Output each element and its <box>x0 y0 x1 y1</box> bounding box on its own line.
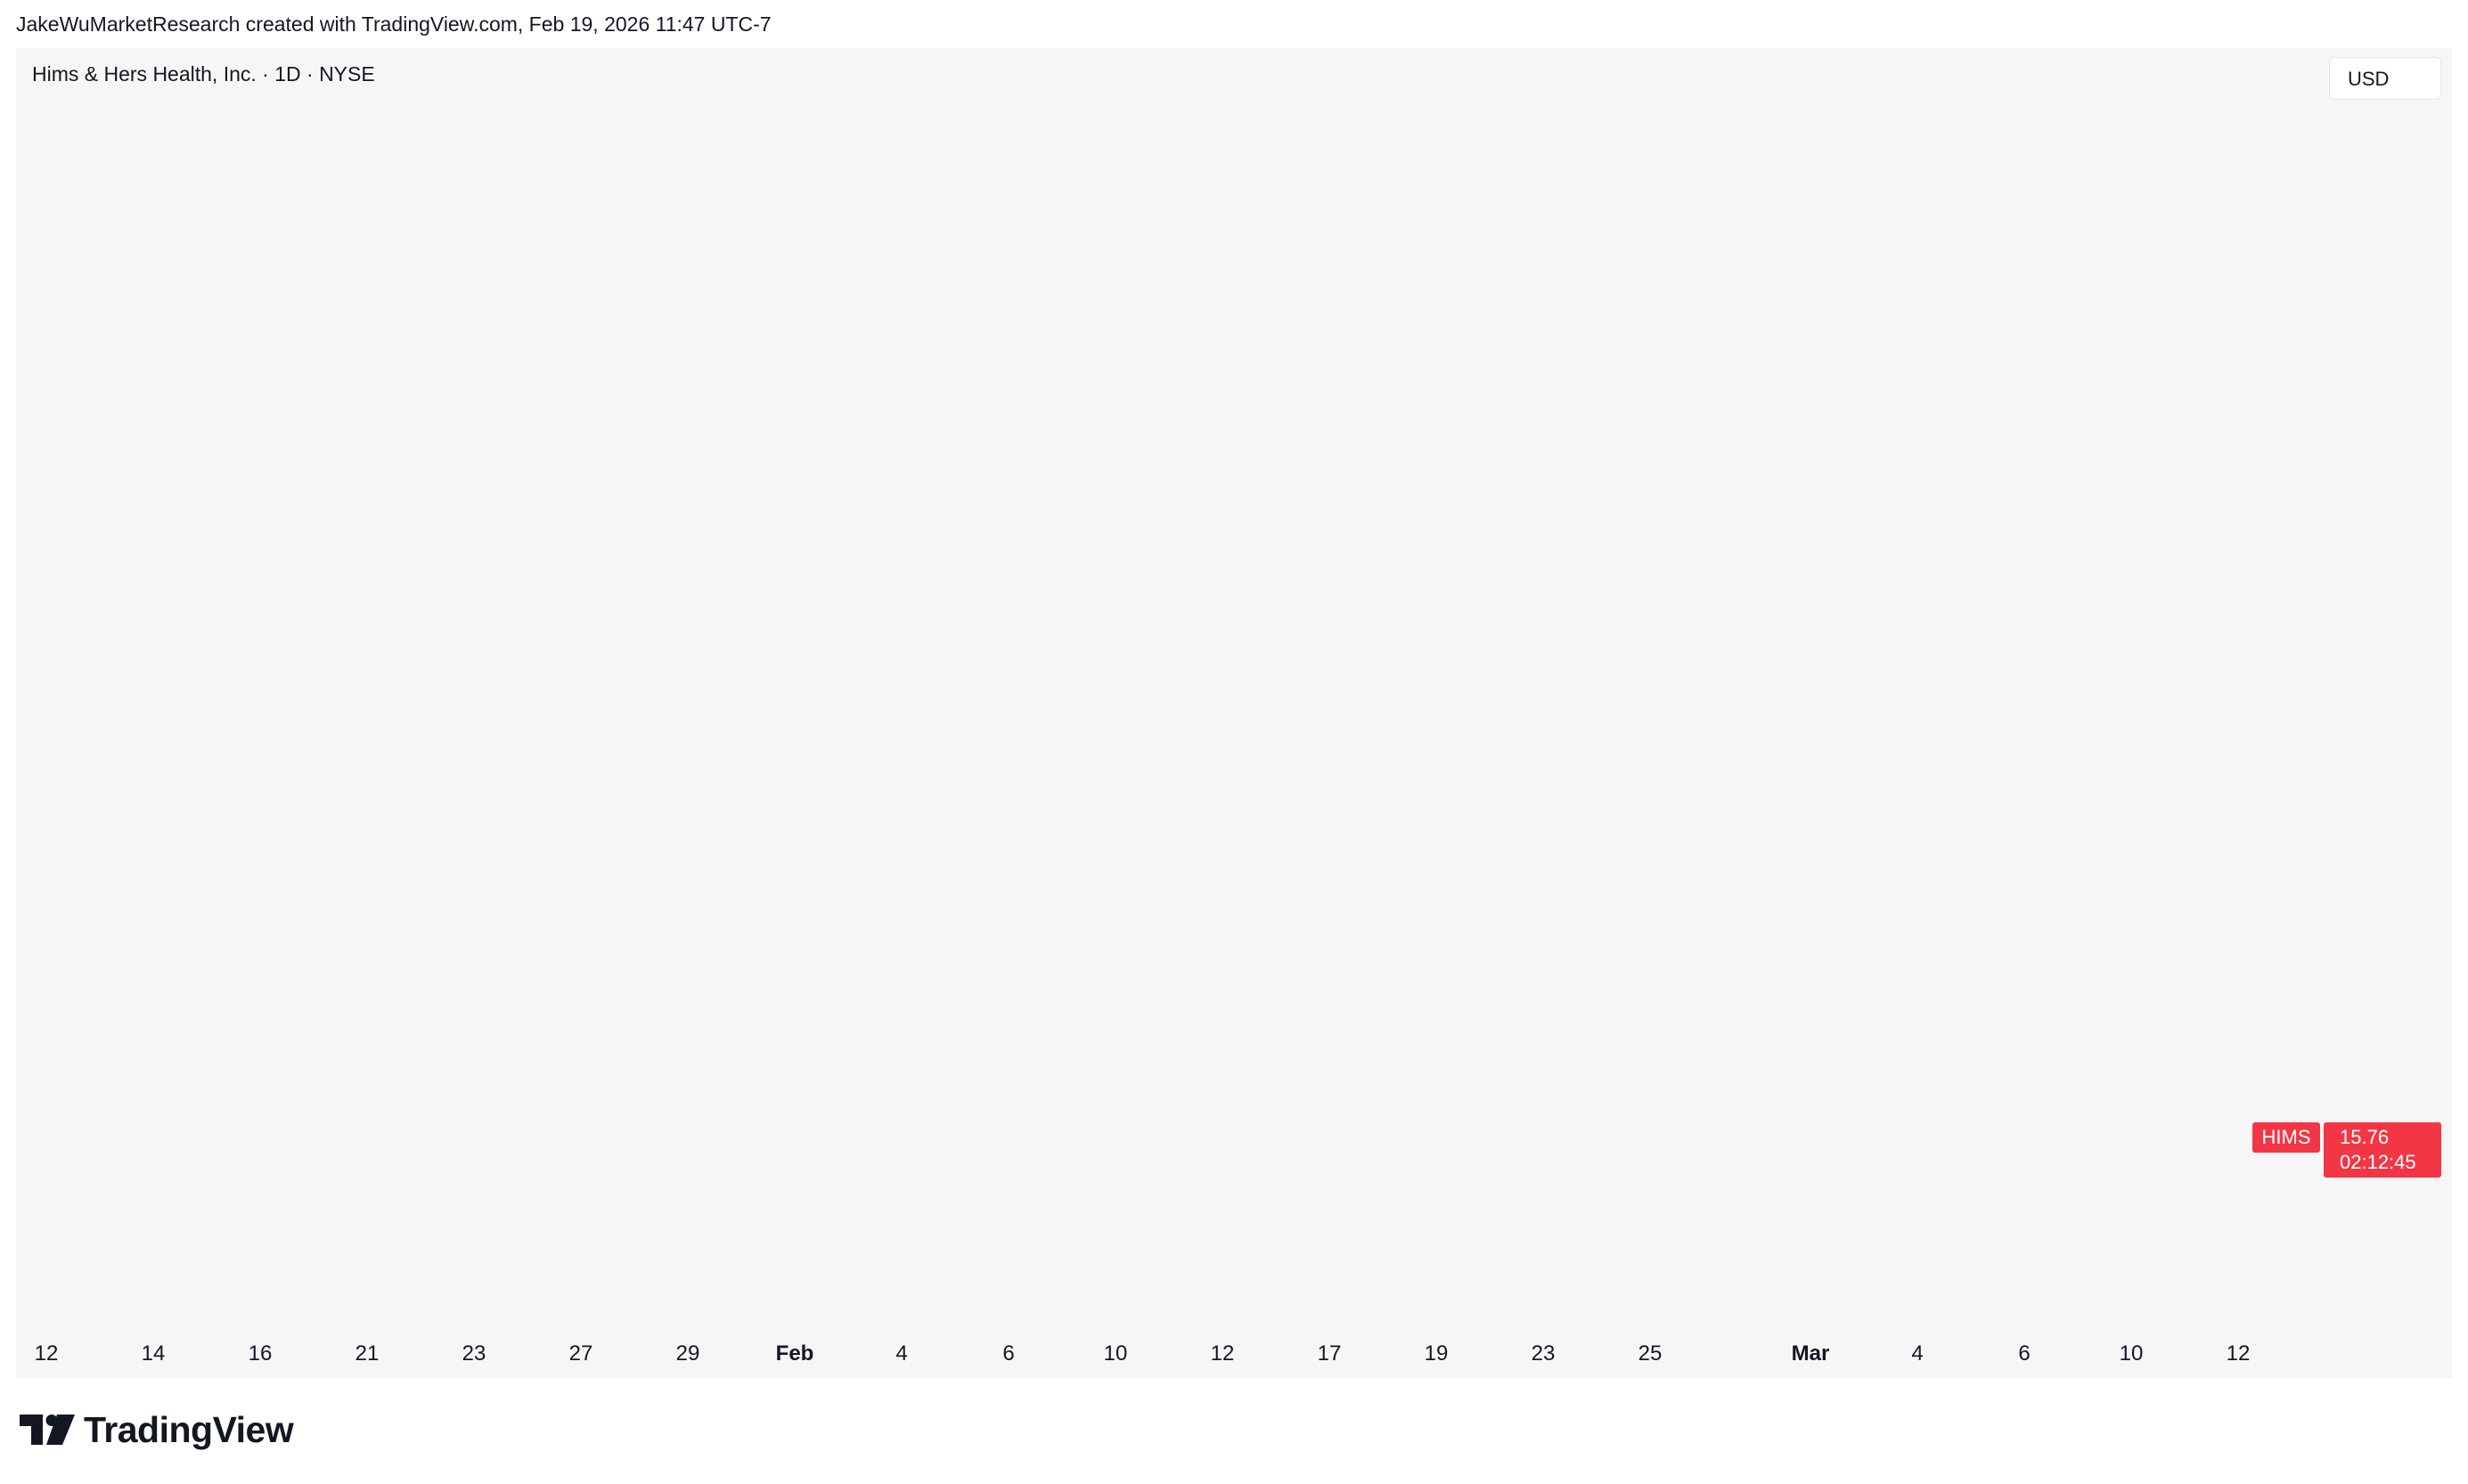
currency-button[interactable]: USD <box>2329 57 2441 100</box>
symbol-badge: HIMS <box>2252 1122 2320 1153</box>
last-price-badge: 15.76 02:12:45 <box>2324 1122 2441 1178</box>
time-tick-label: 27 <box>569 1341 593 1366</box>
time-tick-label: 10 <box>2120 1341 2144 1366</box>
chart-panel[interactable] <box>16 48 2452 1378</box>
chart-credit: JakeWuMarketResearch created with Tradin… <box>16 12 772 36</box>
time-tick-label: 12 <box>1211 1341 1235 1366</box>
time-tick-label: 25 <box>1639 1341 1663 1366</box>
bar-countdown: 02:12:45 <box>2340 1151 2416 1173</box>
time-tick-label: 21 <box>355 1341 380 1366</box>
time-axis: 12 14 16 21 23 27 29 Feb 4 6 10 12 17 19 23 25 Mar 4 6 10 12 <box>35 1341 2251 1366</box>
time-tick-label: 16 <box>249 1341 273 1366</box>
time-tick-label: 19 <box>1425 1341 1449 1366</box>
time-tick-label: 6 <box>2018 1341 2030 1366</box>
time-tick-label: 4 <box>1911 1341 1923 1366</box>
tradingview-logo-icon <box>20 1415 75 1445</box>
time-tick-label: 4 <box>895 1341 907 1366</box>
time-tick-label: 29 <box>676 1341 700 1366</box>
time-tick-label: 12 <box>35 1341 59 1366</box>
time-tick-label: 17 <box>1318 1341 1342 1366</box>
time-tick-label: 12 <box>2227 1341 2251 1366</box>
tradingview-logo-text: TradingView <box>84 1408 294 1450</box>
time-tick-label: Mar <box>1792 1341 1830 1366</box>
tradingview-logo[interactable]: TradingView <box>20 1407 294 1452</box>
time-tick-label: 6 <box>1002 1341 1014 1366</box>
time-tick-label: 23 <box>462 1341 486 1366</box>
last-price: 15.76 <box>2340 1126 2390 1148</box>
time-tick-label: 10 <box>1104 1341 1128 1366</box>
time-tick-label: 23 <box>1532 1341 1556 1366</box>
time-tick-label: 14 <box>142 1341 166 1366</box>
time-tick-label: Feb <box>776 1341 814 1366</box>
symbol-title[interactable]: Hims & Hers Health, Inc. · 1D · NYSE <box>32 62 375 86</box>
